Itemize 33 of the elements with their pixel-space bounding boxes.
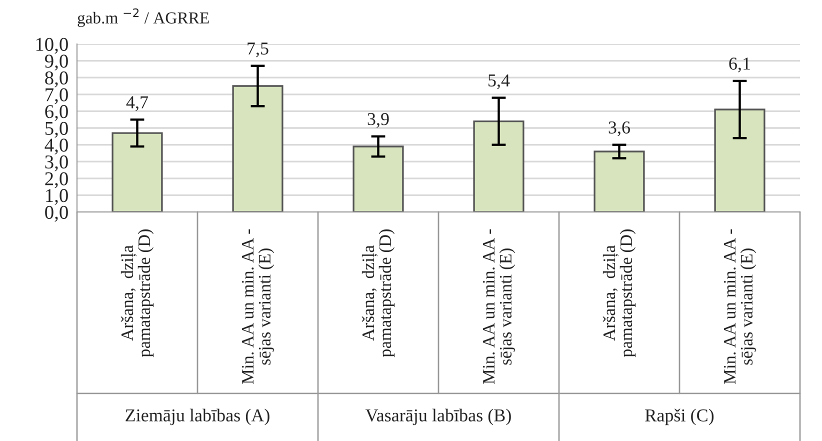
data-label: 7,5 bbox=[248, 42, 268, 58]
text: Rapši (C) bbox=[645, 408, 714, 426]
data-label: 6,1 bbox=[729, 58, 750, 72]
y-tick-label: 5,0 bbox=[45, 122, 68, 138]
y-tick-label: 4,0 bbox=[44, 138, 68, 155]
y-tick-label: 2,0 bbox=[45, 172, 68, 188]
x-tick-label: Min. AA un min. AA - sējas varianti (E) bbox=[482, 229, 516, 384]
x-tick-label: Min. AA un min. AA - sējas varianti (E) bbox=[242, 229, 274, 384]
y-tick-label: 6,0 bbox=[45, 105, 68, 121]
y-tick-label: 1,0 bbox=[46, 189, 68, 205]
x-tick-label: Aršana, dziļa pamatapstrāde (D) bbox=[362, 229, 395, 358]
data-label: 3,6 bbox=[608, 121, 630, 136]
y-tick-label: 3,0 bbox=[45, 155, 68, 172]
text: Ziemāju labības (A) bbox=[126, 408, 270, 426]
bar bbox=[594, 150, 645, 212]
y-axis-title: gab.m $^{−2}$ / AGRRE bbox=[78, 8, 209, 27]
data-label: 5,4 bbox=[488, 74, 510, 90]
x-tick-label: Aršana, dziļa pamatapstrāde (D) bbox=[602, 229, 636, 358]
data-label: 4,7 bbox=[126, 96, 148, 111]
y-tick-label: 0,0 bbox=[45, 206, 68, 222]
x-tick-label: Aršana, dziļa pamatapstrāde (D) bbox=[120, 229, 154, 358]
bar bbox=[473, 120, 524, 212]
bar bbox=[232, 85, 284, 212]
data-label: 3,9 bbox=[368, 113, 389, 128]
text: Vasarāju labības (B) bbox=[366, 408, 511, 426]
y-tick-label: 10,0 bbox=[36, 38, 68, 54]
y-tick-label: 8,0 bbox=[45, 71, 68, 88]
bar bbox=[714, 108, 766, 212]
bar bbox=[112, 132, 163, 212]
y-tick-label: 9,0 bbox=[44, 54, 68, 71]
y-tick-label: 7,0 bbox=[46, 88, 68, 104]
bar bbox=[352, 146, 404, 212]
x-tick-label: Min. AA un min. AA - sējas varianti (E) bbox=[724, 229, 756, 384]
